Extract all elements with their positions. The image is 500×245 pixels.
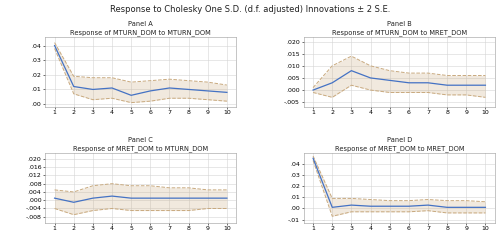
Title: Panel A
Response of MTURN_DOM to MTURN_DOM: Panel A Response of MTURN_DOM to MTURN_D…: [70, 21, 211, 36]
Title: Panel D
Response of MRET_DOM to MRET_DOM: Panel D Response of MRET_DOM to MRET_DOM: [334, 137, 464, 152]
Title: Panel C
Response of MRET_DOM to MTURN_DOM: Panel C Response of MRET_DOM to MTURN_DO…: [73, 137, 208, 152]
Text: Response to Cholesky One S.D. (d.f. adjusted) Innovations ± 2 S.E.: Response to Cholesky One S.D. (d.f. adju…: [110, 5, 390, 14]
Title: Panel B
Response of MTURN_DOM to MRET_DOM: Panel B Response of MTURN_DOM to MRET_DO…: [332, 21, 467, 36]
